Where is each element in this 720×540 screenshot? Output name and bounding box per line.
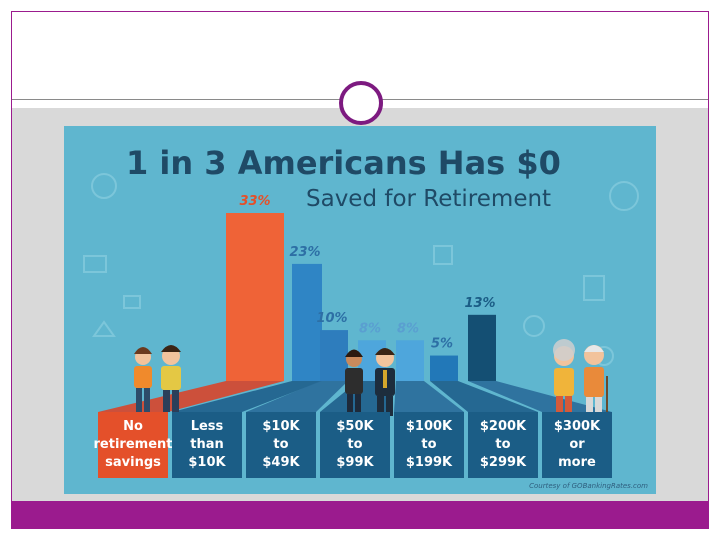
category-label-line-1-0: Less — [191, 419, 224, 434]
infographic-image: 1 in 3 Americans Has $0 Saved for Retire… — [64, 126, 656, 494]
category-label-line-4-1: to — [421, 437, 436, 452]
category-box-3 — [320, 412, 390, 478]
category-label-line-5-2: $299K — [480, 455, 527, 470]
category-label-line-3-1: to — [347, 437, 362, 452]
category-label-line-4-0: $100K — [406, 419, 453, 434]
credit-line: Courtesy of GOBankingRates.com — [529, 482, 648, 490]
category-label-line-3-2: $99K — [336, 455, 374, 470]
category-label-line-1-1: than — [190, 437, 224, 452]
category-label-line-3-0: $50K — [336, 419, 374, 434]
retirement-savings-chart: 1 in 3 Americans Has $0 Saved for Retire… — [64, 126, 656, 494]
slide-frame — [11, 11, 709, 529]
category-labels-layer: No retirement savings Less than $10K $10K to $49… — [94, 412, 612, 478]
value-label-2: 10% — [316, 311, 347, 326]
category-label-line-0-1: retirement — [94, 437, 173, 452]
middle-aged-man-illustration — [375, 348, 395, 416]
category-box-6 — [542, 412, 612, 478]
category-label-line-2-0: $10K — [262, 419, 300, 434]
category-label-line-4-2: $199K — [406, 455, 453, 470]
value-label-1: 23% — [289, 245, 320, 260]
floor-slice-1 — [172, 381, 322, 412]
footer-bar — [12, 501, 708, 528]
category-label-0: No retirement savings — [94, 412, 173, 478]
category-label-line-0-2: savings — [105, 455, 161, 470]
category-label-1: Less than $10K — [172, 412, 242, 478]
circle-ornament — [339, 81, 383, 125]
people-illustrations — [134, 339, 608, 416]
chart-subhead: Saved for Retirement — [306, 186, 551, 212]
value-label-6: 13% — [464, 296, 495, 311]
category-label-2: $10K to $49K — [246, 412, 316, 478]
bar-0 — [226, 213, 284, 381]
older-man-illustration — [584, 345, 608, 415]
chart-headline: 1 in 3 Americans Has $0 — [126, 144, 561, 182]
value-label-0: 33% — [239, 194, 270, 209]
bar-6 — [468, 314, 496, 381]
category-box-4 — [394, 412, 464, 478]
floor-slice-5 — [430, 381, 538, 412]
category-box-2 — [246, 412, 316, 478]
bar-2 — [320, 330, 348, 381]
young-woman-illustration — [134, 347, 152, 412]
value-label-4: 8% — [397, 321, 419, 336]
category-label-line-2-2: $49K — [262, 455, 300, 470]
bar-1 — [292, 263, 322, 381]
floor-slice-4 — [394, 381, 464, 412]
category-label-line-6-0: $300K — [554, 419, 601, 434]
bars-layer — [226, 213, 496, 381]
category-label-line-2-1: to — [273, 437, 288, 452]
value-label-3: 8% — [359, 321, 381, 336]
category-label-line-0-0: No — [123, 419, 143, 434]
middle-aged-woman-illustration — [345, 349, 363, 414]
category-label-line-1-2: $10K — [188, 455, 226, 470]
category-label-line-5-0: $200K — [480, 419, 527, 434]
category-box-1 — [172, 412, 242, 478]
young-man-illustration — [161, 345, 181, 412]
category-label-line-5-1: to — [495, 437, 510, 452]
category-box-0 — [98, 412, 168, 478]
value-label-5: 5% — [431, 337, 453, 352]
category-box-5 — [468, 412, 538, 478]
floor-slice-6 — [468, 381, 612, 412]
floor-slice-2 — [246, 381, 348, 412]
category-label-6: $300K or more — [542, 412, 612, 478]
category-label-3: $50K to $99K — [320, 412, 390, 478]
bar-4 — [396, 340, 424, 381]
bar-5 — [430, 355, 458, 381]
older-woman-illustration — [553, 339, 575, 414]
category-label-5: $200K to $299K — [468, 412, 538, 478]
category-label-line-6-1: or — [569, 437, 585, 452]
category-label-line-6-2: more — [558, 455, 596, 470]
value-labels-layer: 33% 23% 10% 8% 8% 5% 13% — [239, 194, 495, 352]
category-label-4: $100K to $199K — [394, 412, 464, 478]
